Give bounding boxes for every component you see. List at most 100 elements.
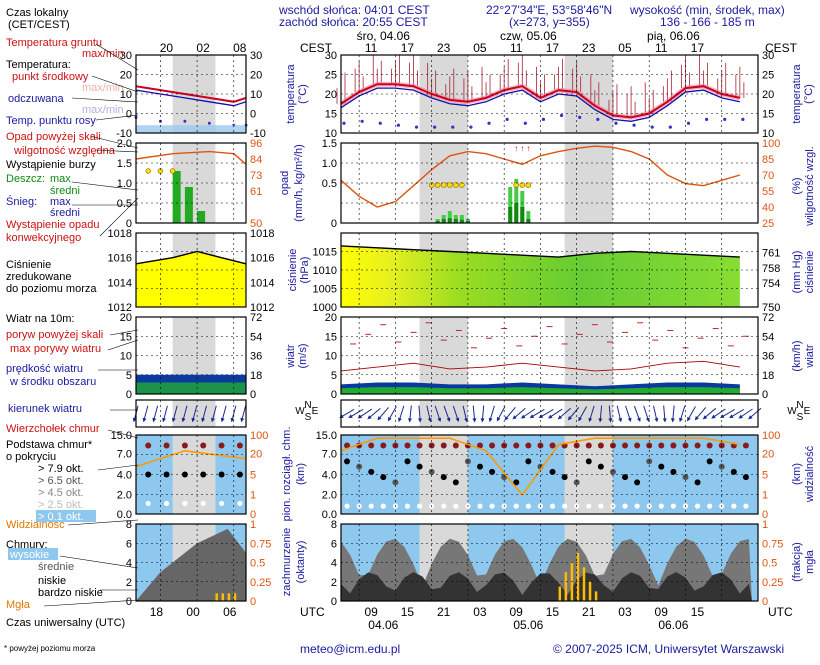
leader-line <box>107 429 139 439</box>
legend-hour-top: 02 <box>196 41 210 55</box>
dew-point-mark <box>650 125 654 129</box>
arrow-head <box>191 417 196 423</box>
legend-cover-frame <box>135 523 247 602</box>
wind-arrow <box>452 405 460 423</box>
legend-text: max porywy wiatru <box>10 343 101 355</box>
tick-left: 5 <box>331 370 337 382</box>
wind-arrow <box>377 407 389 421</box>
night-band <box>419 400 468 427</box>
arrow-head <box>437 417 442 423</box>
legend-cloud-low <box>145 500 151 507</box>
humidity-line <box>340 145 741 208</box>
tick-right: 85 <box>762 154 774 166</box>
day-top: pią, 06.06 <box>647 29 700 43</box>
wind-arrow <box>504 407 516 421</box>
arrow-head <box>230 417 235 423</box>
compass-right: E <box>804 406 811 417</box>
wind-arrow <box>729 409 744 419</box>
hour-top: 11 <box>655 41 668 55</box>
tick-right: 54 <box>762 331 774 343</box>
arrow-head <box>181 417 186 423</box>
legend-text: Podstawa chmur* <box>6 439 93 451</box>
tick-right: 0.75 <box>762 538 783 550</box>
rain-mean-bar <box>514 203 519 223</box>
day-top: czw, 05.06 <box>500 29 557 43</box>
tick-left: 20 <box>120 312 132 324</box>
temp-title: temperatura <box>285 63 297 123</box>
cloud-base-mark <box>452 479 459 486</box>
tick-left: 1012 <box>108 302 132 314</box>
legend-rain-bar <box>184 187 193 223</box>
cloud-base-mark <box>694 479 701 486</box>
legend-text: > 4.5 okt. <box>38 487 84 499</box>
legend-text: odczuwana <box>8 93 65 105</box>
legend-text: Wiatr na 10m: <box>6 313 74 325</box>
tick-right: 20 <box>762 448 774 460</box>
copyright: © 2007-2025 ICM, Uniwersytet Warszawski <box>553 642 785 656</box>
legend-text: zredukowane <box>6 271 71 283</box>
tick-left: 0.5 <box>322 178 337 190</box>
wind-arrow <box>720 409 735 419</box>
temp-line <box>340 83 741 119</box>
cloud-top-mark <box>440 442 447 449</box>
tick-right: 1016 <box>250 253 274 265</box>
tick-right: 0 <box>762 509 768 521</box>
wind-arrow <box>529 409 545 419</box>
tick-right: 54 <box>250 331 262 343</box>
arrow-head <box>720 414 725 419</box>
tick-right: 20 <box>250 448 262 460</box>
dew-point-mark <box>614 121 618 125</box>
hour-bottom: 21 <box>582 605 596 619</box>
precip-title: opad <box>279 171 291 195</box>
arrow-head <box>578 416 583 422</box>
footnote: * powyżej poziomu morza <box>4 644 96 653</box>
cloud-top-mark <box>380 442 387 449</box>
tick-right: 100 <box>250 430 268 442</box>
cloud-low-mark <box>707 503 713 509</box>
tick-left: 2.0 <box>322 490 337 502</box>
tick-right: 1 <box>250 490 256 502</box>
sunrise-text: wschód słońca: 04:01 CEST <box>279 3 430 17</box>
email-link[interactable]: meteo@icm.edu.pl <box>300 642 401 656</box>
cloud-low-mark <box>731 503 737 509</box>
hour-bottom: 15 <box>546 605 560 619</box>
arrow-head <box>538 414 544 419</box>
hour-bottom: 09 <box>509 605 523 619</box>
legend-cloud-base <box>200 471 207 478</box>
leader-line <box>59 555 139 569</box>
legend-text: bardzo niskie <box>38 587 103 599</box>
cloud-top-mark <box>585 442 592 449</box>
wind-arrow <box>633 405 641 422</box>
tick-left: 1016 <box>108 253 132 265</box>
wind-arrow <box>496 406 506 422</box>
legend-wind-arrow <box>152 405 159 423</box>
precip-over-mark: ↑ <box>520 144 524 153</box>
legend-fog-bar <box>227 593 231 601</box>
tick-left: 6 <box>126 538 132 550</box>
arrow-head <box>357 414 363 419</box>
tick-right: 25 <box>762 70 774 82</box>
tick-left: 2.0 <box>117 490 132 502</box>
tick-right: 0.5 <box>762 558 777 570</box>
utc-right: UTC <box>768 605 793 619</box>
arrow-head <box>738 414 743 419</box>
tick-right: 761 <box>762 248 780 260</box>
legend-perceived-line <box>135 89 247 107</box>
tick-left: 1000 <box>313 302 337 314</box>
cloud-base-mark <box>513 479 520 486</box>
rain-max-bar <box>526 211 531 223</box>
legend-fog-bar <box>233 593 237 601</box>
wind-arrow <box>608 405 613 423</box>
tick-left: 15.0 <box>316 430 337 442</box>
tick-right: 1 <box>762 490 768 502</box>
dew-point-mark <box>378 121 382 125</box>
leader-line <box>95 149 139 153</box>
wind-arrow <box>616 405 623 423</box>
cest-left: CEST <box>300 41 333 55</box>
legend-text: do poziomu morza <box>6 283 97 295</box>
dew-point-mark <box>541 117 546 121</box>
tick-left: 20 <box>325 312 337 324</box>
tick-right: 750 <box>762 302 780 314</box>
legend-wind-mean <box>136 382 246 394</box>
arrow-head <box>645 417 650 423</box>
